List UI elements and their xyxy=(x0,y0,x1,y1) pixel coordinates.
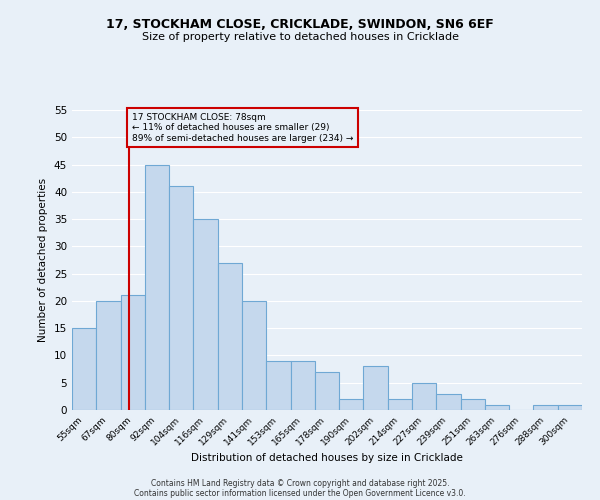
Bar xyxy=(533,404,558,410)
Text: 17, STOCKHAM CLOSE, CRICKLADE, SWINDON, SN6 6EF: 17, STOCKHAM CLOSE, CRICKLADE, SWINDON, … xyxy=(106,18,494,30)
Text: Contains HM Land Registry data © Crown copyright and database right 2025.: Contains HM Land Registry data © Crown c… xyxy=(151,478,449,488)
Bar xyxy=(364,366,388,410)
Text: 17 STOCKHAM CLOSE: 78sqm
← 11% of detached houses are smaller (29)
89% of semi-d: 17 STOCKHAM CLOSE: 78sqm ← 11% of detach… xyxy=(132,112,353,142)
Bar xyxy=(412,382,436,410)
Bar xyxy=(242,301,266,410)
Bar xyxy=(388,399,412,410)
Bar xyxy=(193,219,218,410)
Bar xyxy=(121,296,145,410)
Bar xyxy=(145,164,169,410)
Bar xyxy=(461,399,485,410)
Bar xyxy=(315,372,339,410)
Y-axis label: Number of detached properties: Number of detached properties xyxy=(38,178,49,342)
Bar xyxy=(169,186,193,410)
Bar xyxy=(72,328,96,410)
Bar xyxy=(339,399,364,410)
Bar xyxy=(266,361,290,410)
Bar xyxy=(218,262,242,410)
Bar xyxy=(290,361,315,410)
Bar xyxy=(436,394,461,410)
Text: Size of property relative to detached houses in Cricklade: Size of property relative to detached ho… xyxy=(142,32,458,42)
Bar xyxy=(485,404,509,410)
Bar xyxy=(558,404,582,410)
Text: Contains public sector information licensed under the Open Government Licence v3: Contains public sector information licen… xyxy=(134,488,466,498)
X-axis label: Distribution of detached houses by size in Cricklade: Distribution of detached houses by size … xyxy=(191,452,463,462)
Bar xyxy=(96,301,121,410)
